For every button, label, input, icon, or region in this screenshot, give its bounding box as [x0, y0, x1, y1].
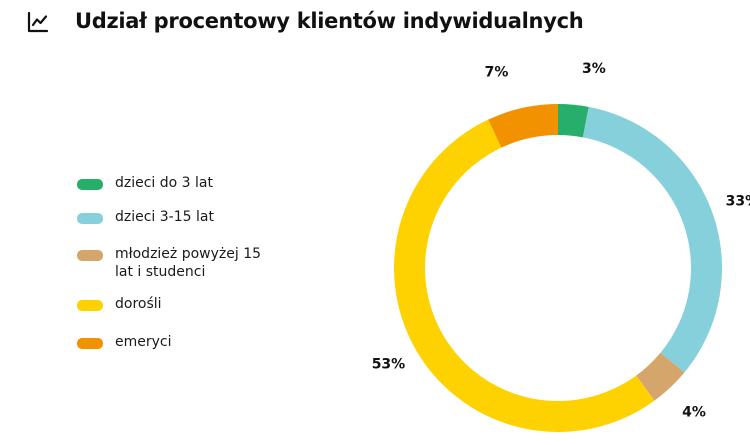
donut-slice-emeryci	[488, 104, 558, 148]
data-label-dzieci-3-15-lat: 33%	[726, 194, 750, 210]
legend-label: młodzież powyżej 15 lat i studenci	[115, 246, 262, 280]
legend-item-dzieci-3-15-lat: dzieci 3-15 lat	[77, 208, 337, 226]
donut-slice-dorosli	[393, 119, 655, 433]
legend-swatch	[77, 250, 103, 261]
legend-item-emeryci: emeryci	[77, 333, 337, 351]
legend-swatch	[77, 213, 103, 224]
legend-label: dzieci 3-15 lat	[115, 209, 214, 225]
legend-label: emeryci	[115, 334, 172, 350]
data-label-mlodziez: 4%	[682, 405, 706, 421]
data-label-dzieci-do-3-lat: 3%	[582, 61, 606, 77]
line-chart-icon	[27, 11, 49, 33]
legend-item-dzieci-do-3-lat: dzieci do 3 lat	[77, 174, 337, 192]
legend-swatch	[77, 300, 103, 311]
data-label-emeryci: 7%	[485, 65, 509, 81]
donut-slice-dzieci-do-3-lat	[558, 104, 589, 138]
data-label-dorosli: 53%	[372, 357, 406, 373]
legend-item-dorosli: dorośli	[77, 295, 337, 313]
donut-slice-mlodziez	[636, 352, 685, 401]
legend-swatch	[77, 179, 103, 190]
legend-label: dzieci do 3 lat	[115, 175, 213, 191]
legend-label: dorośli	[115, 296, 162, 312]
donut-slice-dzieci-3-15-lat	[582, 106, 722, 373]
legend-swatch	[77, 338, 103, 349]
chart-title: Udział procentowy klientów indywidualnyc…	[75, 9, 584, 33]
legend-item-mlodziez: młodzież powyżej 15 lat i studenci	[77, 245, 337, 281]
